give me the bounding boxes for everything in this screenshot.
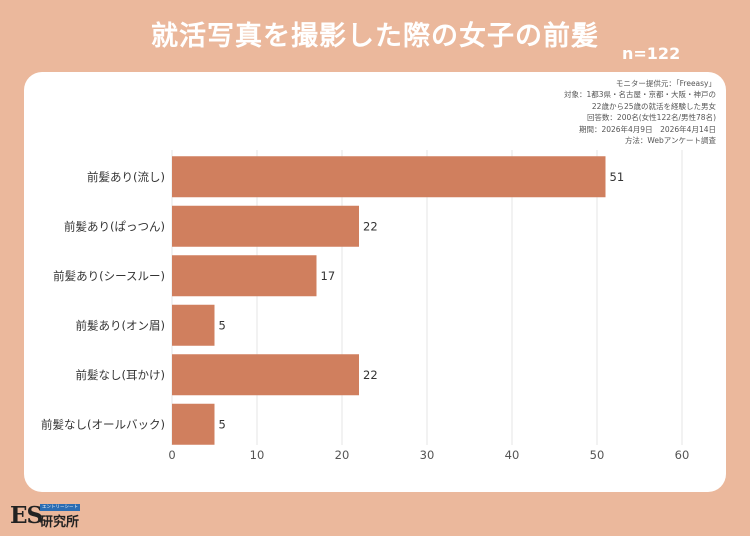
category-label: 前髪なし(オールバック) <box>41 417 165 431</box>
label-layer: 0 10 20 30 40 50 60 前髪あり(流し) 51 前髪あり(ぱっつん) 22 前髪あり(… <box>41 170 689 462</box>
data-label: 51 <box>610 170 625 184</box>
category-label: 前髪あり(オン眉) <box>76 318 165 332</box>
chart-card <box>24 72 726 492</box>
data-label: 22 <box>363 368 378 382</box>
data-label: 17 <box>321 269 336 283</box>
x-tick-label: 30 <box>420 448 435 462</box>
logo-name: 研究所 <box>40 515 80 530</box>
category-label: 前髪なし(耳かけ) <box>76 368 165 382</box>
chart-title: 就活写真を撮影した際の女子の前髪 <box>151 21 599 52</box>
category-label: 前髪あり(シースルー) <box>53 269 165 283</box>
x-tick-label: 0 <box>168 448 175 462</box>
bar <box>172 255 317 297</box>
survey-note-line: 回答数：200名(女性122名/男性78名) <box>586 113 716 123</box>
x-tick-label: 60 <box>675 448 690 462</box>
bar <box>172 304 215 346</box>
grid-layer <box>171 150 683 445</box>
category-label: 前髪あり(ぱっつん) <box>64 219 165 233</box>
survey-note-line: 22歳から25歳の就活を経験した男女 <box>591 101 716 111</box>
survey-note-line: モニター提供元：「Freeasy」 <box>615 79 716 88</box>
logo-mark: ES <box>10 502 43 529</box>
x-tick-label: 20 <box>335 448 350 462</box>
x-tick-label: 10 <box>250 448 265 462</box>
survey-note-line: 対象：1都3県・名古屋・京都・大阪・神戸の <box>563 90 716 100</box>
category-label: 前髪あり(流し) <box>87 170 165 184</box>
survey-note: モニター提供元：「Freeasy」 対象：1都3県・名古屋・京都・大阪・神戸の … <box>564 78 716 146</box>
x-tick-label: 50 <box>590 448 605 462</box>
x-tick-label: 40 <box>505 448 520 462</box>
data-label: 5 <box>219 417 226 431</box>
bar <box>172 156 606 198</box>
bar <box>172 205 359 247</box>
logo-tagline: エントリーシート <box>40 504 80 511</box>
data-label: 22 <box>363 219 378 233</box>
bar <box>172 354 359 396</box>
data-label: 5 <box>219 318 226 332</box>
bar-layer <box>172 156 606 445</box>
survey-note-line: 期間：2026年4月9日 2026年4月14日 <box>578 124 716 134</box>
bar <box>172 403 215 445</box>
survey-note-line: 方法：Webアンケート調査 <box>624 136 716 146</box>
sample-size: n=122 <box>622 44 681 63</box>
